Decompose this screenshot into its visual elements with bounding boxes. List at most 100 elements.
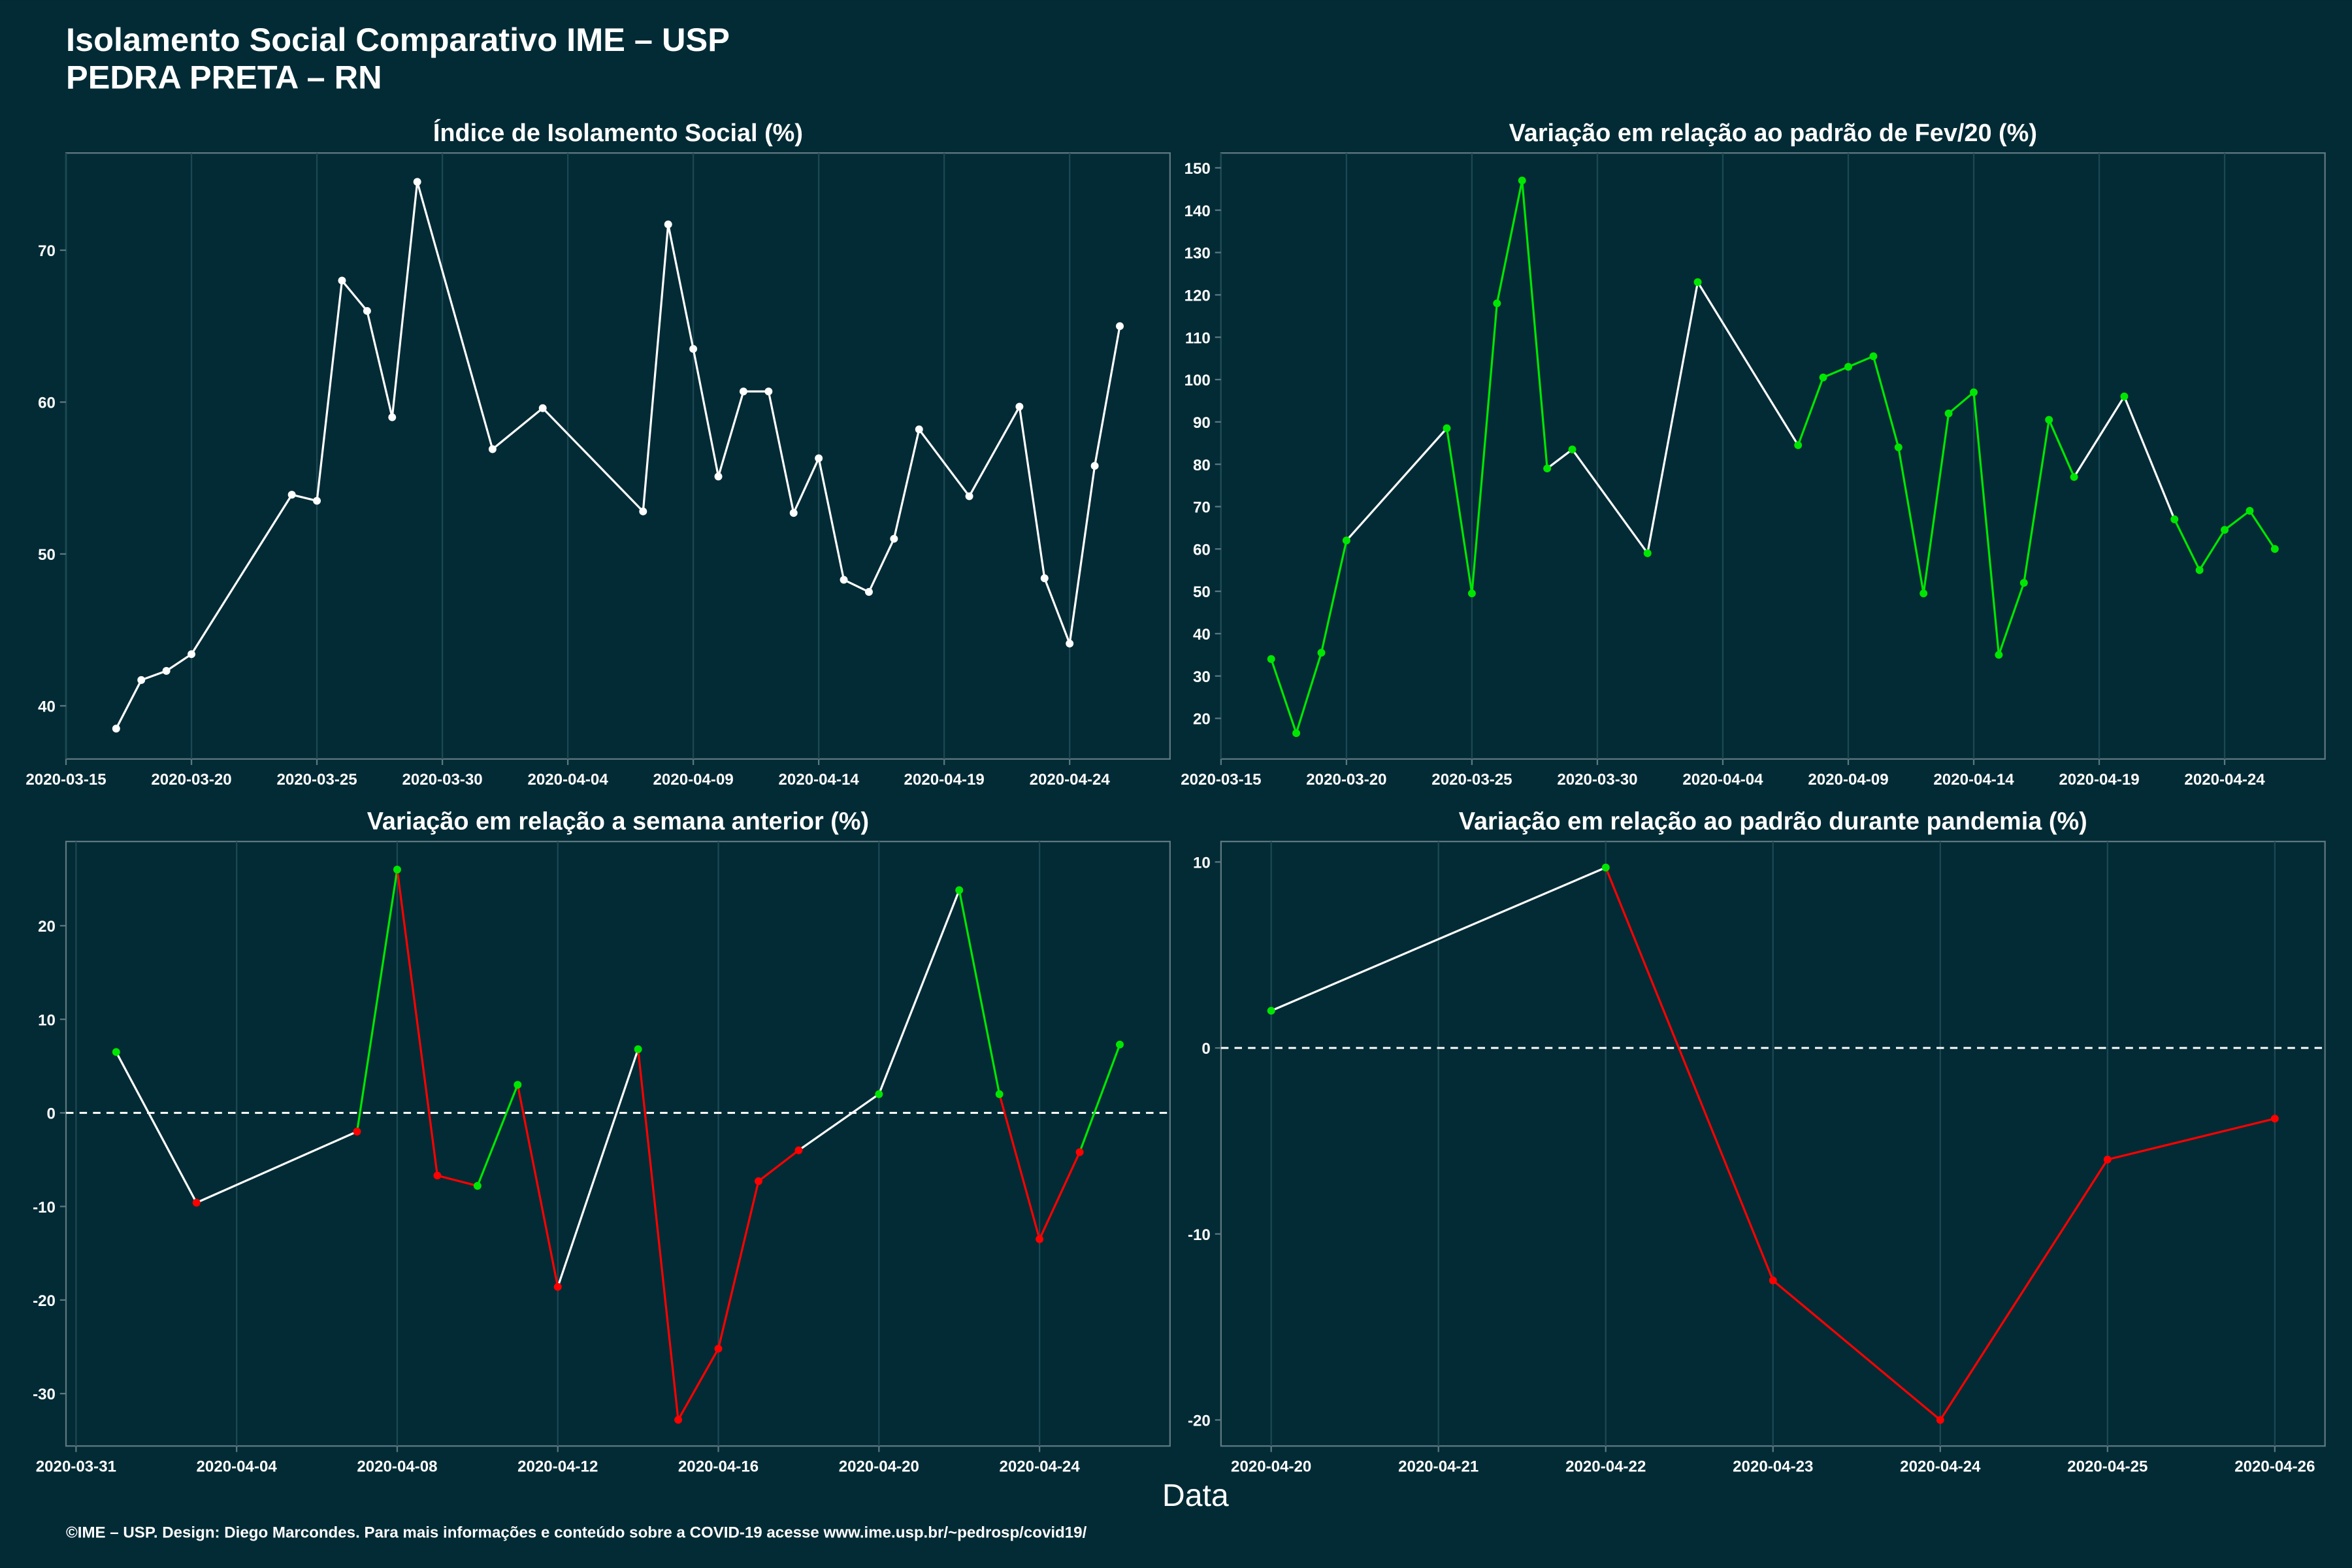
- line-segment: [1797, 377, 1825, 446]
- x-tick-label: 2020-04-21: [1398, 1458, 1478, 1475]
- line-segment: [1848, 355, 1874, 368]
- line-segment: [396, 869, 438, 1176]
- y-tick-label: 70: [38, 242, 56, 260]
- line-segment: [892, 429, 921, 540]
- data-point: [2221, 526, 2229, 534]
- data-point: [1919, 589, 1928, 598]
- x-tick-label: 2020-04-24: [1900, 1458, 1981, 1475]
- line-segment: [1068, 465, 1096, 644]
- data-point: [2019, 579, 2028, 587]
- line-segment: [1295, 652, 1323, 734]
- line-segment: [140, 670, 167, 681]
- data-point: [188, 650, 196, 659]
- line-segment: [692, 348, 720, 477]
- data-point: [955, 886, 964, 894]
- data-point: [473, 1182, 482, 1190]
- x-tick-label: 2020-04-19: [2059, 771, 2139, 789]
- data-point: [664, 220, 672, 229]
- line-segment: [2073, 396, 2125, 478]
- data-point: [1643, 549, 1652, 557]
- line-segment: [115, 1051, 198, 1203]
- line-segment: [1271, 866, 1607, 1012]
- data-point: [689, 345, 698, 353]
- y-tick-label: 50: [38, 546, 56, 564]
- line-segment: [437, 1174, 478, 1187]
- data-point: [514, 1081, 522, 1089]
- data-point: [1015, 402, 1024, 411]
- line-segment: [2198, 529, 2226, 571]
- y-tick-label: -10: [1188, 1226, 1211, 1244]
- line-segment: [2173, 519, 2201, 571]
- data-point: [353, 1128, 361, 1135]
- plot-area: [1220, 152, 2326, 760]
- y-tick-label: 40: [1193, 626, 1211, 644]
- x-tick-label: 2020-03-25: [276, 771, 357, 789]
- x-tick-label: 2020-03-25: [1431, 771, 1512, 789]
- data-point: [739, 387, 747, 396]
- line-segment: [1094, 325, 1121, 466]
- line-segment: [642, 224, 670, 512]
- y-tick-label: 100: [1184, 372, 1211, 389]
- data-point: [1568, 445, 1576, 453]
- data-point: [1518, 176, 1526, 185]
- line-segment: [2048, 419, 2076, 478]
- chart-title: Isolamento Social Comparativo IME – USP: [66, 21, 730, 58]
- line-segment: [165, 653, 192, 672]
- data-point: [1894, 443, 1903, 451]
- line-segment: [767, 391, 795, 514]
- data-point: [488, 445, 497, 453]
- data-point: [553, 1282, 562, 1291]
- line-segment: [1697, 282, 1799, 446]
- plot-area: [65, 152, 1171, 760]
- y-tick-label: -20: [33, 1292, 56, 1310]
- data-point: [363, 306, 371, 315]
- data-point: [1970, 388, 1978, 397]
- data-point: [1493, 299, 1501, 308]
- line-segment: [868, 538, 895, 593]
- line-segment: [366, 310, 393, 418]
- x-tick-label: 2020-03-15: [1181, 771, 1261, 789]
- line-segment: [998, 1094, 1041, 1240]
- x-tick-label: 2020-04-23: [1733, 1458, 1813, 1475]
- y-tick-label: 130: [1184, 245, 1211, 263]
- data-point: [1819, 373, 1827, 382]
- data-point: [1116, 322, 1124, 331]
- data-point: [995, 1090, 1004, 1098]
- line-segment: [2224, 510, 2251, 531]
- y-tick-label: 150: [1184, 160, 1211, 178]
- x-tick-label: 2020-04-24: [1030, 771, 1111, 789]
- line-segment: [1345, 427, 1448, 542]
- line-segment: [1495, 180, 1524, 304]
- x-tick-label: 2020-03-31: [36, 1458, 116, 1475]
- y-tick-label: 110: [1185, 329, 1211, 347]
- x-tick-label: 2020-03-30: [402, 771, 482, 789]
- y-tick-label: 20: [38, 918, 56, 936]
- data-point: [965, 492, 973, 500]
- x-axis-label: Data: [1162, 1478, 1229, 1513]
- line-segment: [115, 679, 142, 729]
- data-point: [1467, 589, 1476, 598]
- data-point: [1443, 424, 1451, 433]
- data-point: [1116, 1040, 1124, 1049]
- line-segment: [1772, 1279, 1941, 1421]
- panel-title: Variação em relação ao padrão de Fev/20 …: [1509, 120, 2037, 147]
- line-segment: [341, 280, 368, 312]
- data-point: [755, 1177, 762, 1185]
- line-segment: [542, 407, 644, 512]
- data-point: [1317, 649, 1326, 657]
- line-segment: [391, 182, 419, 417]
- data-point: [192, 1198, 201, 1207]
- data-point: [413, 178, 421, 186]
- data-point: [1794, 441, 1803, 449]
- data-point: [338, 276, 346, 285]
- data-point: [915, 425, 923, 434]
- line-segment: [1922, 413, 1950, 594]
- line-segment: [843, 578, 870, 593]
- data-point: [313, 497, 321, 505]
- data-point: [1036, 1235, 1044, 1243]
- line-segment: [1546, 448, 1573, 470]
- data-point: [1075, 1148, 1084, 1156]
- line-segment: [1646, 282, 1699, 554]
- line-segment: [1270, 659, 1298, 734]
